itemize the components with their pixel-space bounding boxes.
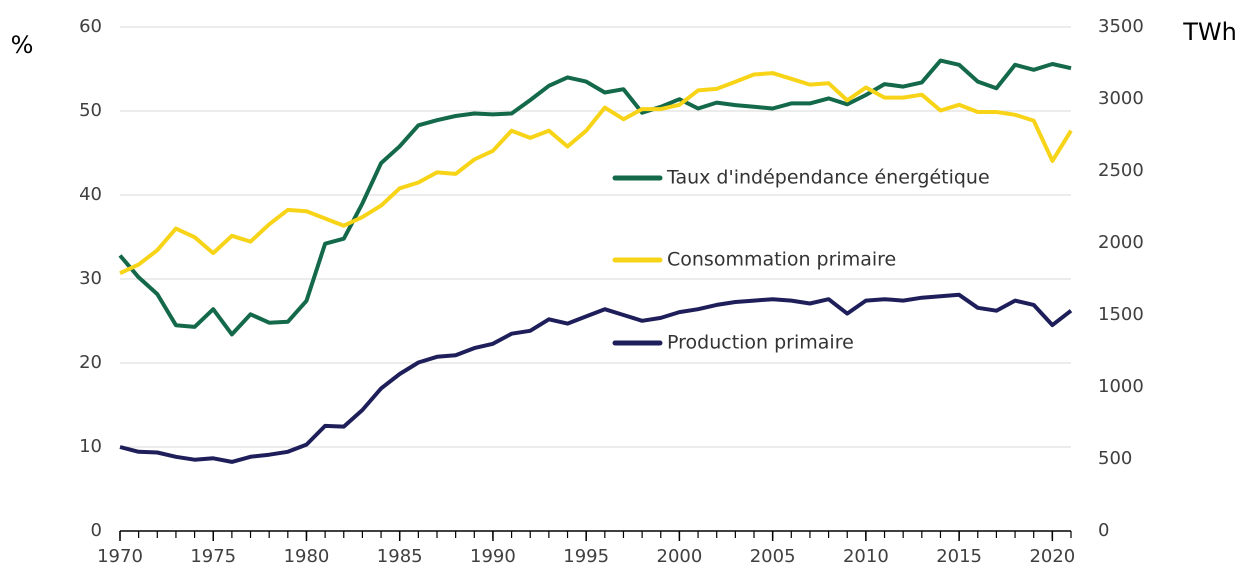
x-tick-label: 1975 — [190, 546, 236, 567]
x-tick-label: 2005 — [750, 546, 796, 567]
y2-axis-label: TWh — [1182, 18, 1237, 46]
legend-label: Production primaire — [667, 332, 854, 354]
x-tick-label: 1970 — [97, 546, 143, 567]
y2-tick-label: 500 — [1098, 448, 1132, 469]
x-tick-label: 2010 — [843, 546, 889, 567]
x-tick-label: 2000 — [657, 546, 703, 567]
y-tick-label: 30 — [79, 268, 102, 289]
series-line — [119, 71, 1073, 276]
x-tick-label: 2015 — [936, 546, 982, 567]
y-tick-label: 40 — [79, 184, 102, 205]
legend-label: Consommation primaire — [667, 249, 896, 271]
series-line — [118, 58, 1072, 337]
x-tick-label: 2020 — [1029, 546, 1075, 567]
y2-tick-label: 1000 — [1098, 376, 1144, 397]
series-line — [119, 292, 1073, 464]
y-tick-label: 0 — [91, 520, 102, 541]
y2-tick-label: 0 — [1098, 520, 1109, 541]
x-tick-label: 1995 — [563, 546, 609, 567]
y-tick-label: 10 — [79, 436, 102, 457]
x-tick-label: 1985 — [377, 546, 423, 567]
legend-label: Taux d'indépendance énergétique — [666, 167, 990, 189]
x-tick-label: 1980 — [284, 546, 330, 567]
y-tick-label: 20 — [79, 352, 102, 373]
y-tick-label: 50 — [79, 100, 102, 121]
y2-tick-label: 3500 — [1098, 16, 1144, 37]
y2-tick-label: 3000 — [1098, 88, 1144, 109]
y2-tick-label: 2500 — [1098, 160, 1144, 181]
y-axis-label: % — [11, 31, 34, 59]
y2-tick-label: 2000 — [1098, 232, 1144, 253]
x-tick-label: 1990 — [470, 546, 516, 567]
y2-tick-label: 1500 — [1098, 304, 1144, 325]
y-tick-label: 60 — [79, 16, 102, 37]
